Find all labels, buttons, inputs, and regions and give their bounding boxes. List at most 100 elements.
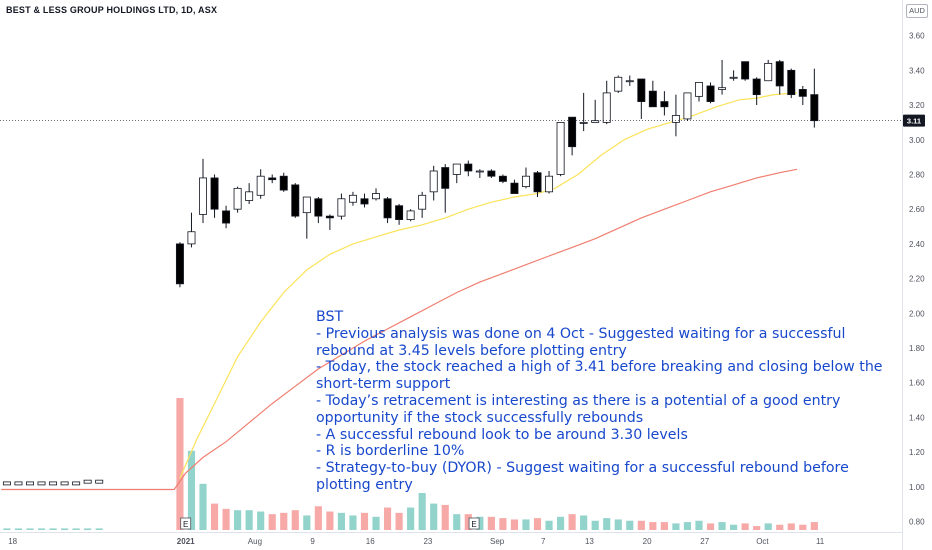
volume-bar[interactable] <box>314 506 322 530</box>
volume-bar[interactable] <box>418 493 426 530</box>
candle-body[interactable] <box>625 80 634 83</box>
candle-body[interactable] <box>729 76 738 79</box>
candle-body[interactable] <box>648 90 657 108</box>
volume-bar[interactable] <box>395 512 403 530</box>
volume-bar[interactable] <box>706 523 715 530</box>
volume-bar[interactable] <box>268 514 276 530</box>
candle-body[interactable] <box>706 85 715 102</box>
candle-body[interactable] <box>775 61 784 87</box>
candle-body[interactable] <box>291 184 300 217</box>
candle-body[interactable] <box>314 198 323 217</box>
candle-body[interactable] <box>406 210 415 220</box>
earnings-marker[interactable] <box>180 517 192 530</box>
volume-bar[interactable] <box>291 510 299 530</box>
candle-body[interactable] <box>764 62 773 82</box>
volume-bar[interactable] <box>649 522 657 530</box>
candle-body[interactable] <box>452 163 461 175</box>
candle-body[interactable] <box>695 82 703 97</box>
earnings-marker[interactable] <box>468 517 480 530</box>
candle-body[interactable] <box>245 191 254 201</box>
candle-body[interactable] <box>210 177 219 210</box>
volume-bar[interactable] <box>245 510 253 530</box>
volume-bar[interactable] <box>360 512 369 530</box>
candle-body[interactable] <box>256 175 265 196</box>
volume-bar[interactable] <box>557 516 565 530</box>
volume-bar[interactable] <box>430 503 438 530</box>
volume-bar[interactable] <box>695 520 703 530</box>
volume-bar[interactable] <box>383 507 392 530</box>
volume-bar[interactable] <box>626 520 634 530</box>
candle-body[interactable] <box>337 198 346 217</box>
volume-bar[interactable] <box>533 518 542 530</box>
candle-body[interactable] <box>348 194 357 203</box>
candle-body[interactable] <box>798 89 807 97</box>
candle-body[interactable] <box>510 182 519 194</box>
volume-bar[interactable] <box>810 522 818 530</box>
candle-body[interactable] <box>487 170 496 177</box>
volume-bar[interactable] <box>730 524 738 530</box>
volume-bar[interactable] <box>510 519 519 530</box>
candle-body[interactable] <box>591 120 600 123</box>
volume-bar[interactable] <box>372 516 380 530</box>
volume-bar[interactable] <box>326 511 334 530</box>
volume-bar[interactable] <box>753 526 761 530</box>
volume-bar[interactable] <box>464 514 472 530</box>
candle-body[interactable] <box>533 172 542 193</box>
candle-body[interactable] <box>418 194 427 210</box>
volume-bar[interactable] <box>683 522 692 530</box>
volume-bar[interactable] <box>499 518 507 530</box>
candle-body[interactable] <box>429 170 438 193</box>
volume-bar[interactable] <box>660 522 668 530</box>
candle-body[interactable] <box>683 92 692 120</box>
candle-body[interactable] <box>660 101 669 108</box>
candle-body[interactable] <box>233 187 242 210</box>
volume-bar[interactable] <box>453 514 461 530</box>
candle-body[interactable] <box>383 198 392 219</box>
candle-body[interactable] <box>199 177 207 215</box>
candle-body[interactable] <box>302 196 311 214</box>
candle-body[interactable] <box>475 170 484 173</box>
candle-body[interactable] <box>718 87 727 90</box>
volume-bar[interactable] <box>637 520 645 530</box>
candle-body[interactable] <box>521 175 530 188</box>
candle-body[interactable] <box>175 243 184 285</box>
volume-bar[interactable] <box>441 504 449 530</box>
volume-bar[interactable] <box>672 523 680 530</box>
volume-bar[interactable] <box>799 524 807 530</box>
volume-bar[interactable] <box>199 483 207 530</box>
candle-body[interactable] <box>372 193 381 200</box>
volume-bar[interactable] <box>591 520 599 530</box>
volume-bar[interactable] <box>337 512 345 530</box>
volume-bar[interactable] <box>568 514 576 530</box>
candle-body[interactable] <box>614 76 623 92</box>
volume-bar[interactable] <box>234 510 242 530</box>
volume-bar[interactable] <box>210 503 219 530</box>
candle-body[interactable] <box>222 210 231 224</box>
candle-body[interactable] <box>545 175 554 193</box>
volume-bar[interactable] <box>187 450 196 530</box>
volume-bar[interactable] <box>545 520 553 530</box>
candle-body[interactable] <box>268 177 277 181</box>
candle-body[interactable] <box>568 116 577 148</box>
candle-body[interactable] <box>556 122 565 175</box>
candle-body[interactable] <box>395 205 404 220</box>
currency-badge[interactable]: AUD <box>906 4 928 18</box>
volume-bar[interactable] <box>222 508 230 530</box>
volume-bar[interactable] <box>257 511 265 530</box>
volume-bar[interactable] <box>487 516 495 530</box>
candle-body[interactable] <box>325 215 334 219</box>
candle-body[interactable] <box>579 122 588 124</box>
candle-body[interactable] <box>602 92 611 123</box>
volume-bar[interactable] <box>776 524 784 530</box>
candle-body[interactable] <box>637 78 646 102</box>
volume-bar[interactable] <box>476 516 484 530</box>
candle-body[interactable] <box>810 94 819 122</box>
volume-bar[interactable] <box>176 398 184 530</box>
volume-bar[interactable] <box>522 519 530 530</box>
volume-bar[interactable] <box>349 515 357 530</box>
volume-bar[interactable] <box>603 518 611 530</box>
candle-body[interactable] <box>279 175 288 191</box>
candle-body[interactable] <box>787 69 796 96</box>
